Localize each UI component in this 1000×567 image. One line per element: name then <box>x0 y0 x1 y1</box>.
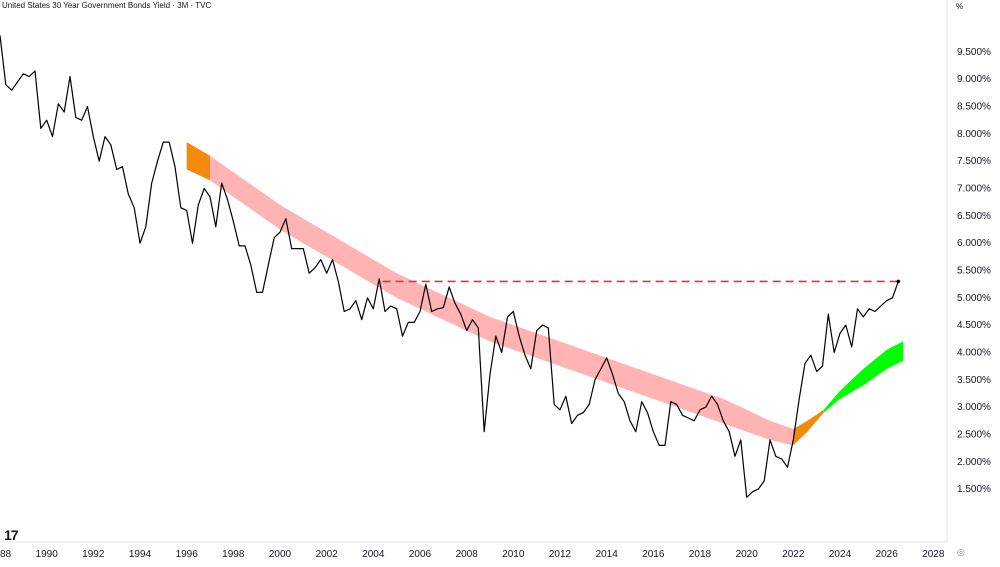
y-tick-label: 9.000% <box>957 74 991 85</box>
y-tick-label: 8.500% <box>957 102 991 113</box>
y-tick-label: 5.500% <box>957 266 991 277</box>
x-tick-label: 2000 <box>269 549 292 560</box>
green-band-projection <box>823 341 903 413</box>
x-tick-label: 2020 <box>736 549 759 560</box>
x-tick-label: 2006 <box>409 549 432 560</box>
x-tick-label: 2016 <box>642 549 665 560</box>
y-tick-label: 4.000% <box>957 348 991 359</box>
x-tick-label: 1990 <box>36 549 59 560</box>
y-tick-label: 9.500% <box>957 47 991 58</box>
y-tick-label: 3.500% <box>957 375 991 386</box>
y-tick-label: 7.500% <box>957 156 991 167</box>
x-tick-label: 2022 <box>782 549 805 560</box>
x-tick-label: 2004 <box>362 549 385 560</box>
x-tick-label: 1988 <box>0 549 12 560</box>
x-tick-label: 2028 <box>922 549 945 560</box>
y-tick-label: 1.500% <box>957 484 991 495</box>
gear-icon[interactable]: ◎ <box>957 547 965 557</box>
tradingview-logo[interactable]: 17 <box>4 527 19 543</box>
orange-band-transition <box>793 409 824 446</box>
y-tick-label: 2.000% <box>957 457 991 468</box>
y-tick-label: 7.000% <box>957 184 991 195</box>
channel-band <box>186 142 794 446</box>
last-value-dot <box>896 279 901 284</box>
x-tick-label: 2014 <box>596 549 619 560</box>
y-tick-label: 6.500% <box>957 211 991 222</box>
x-tick-label: 2026 <box>876 549 899 560</box>
y-tick-label: 2.500% <box>957 429 991 440</box>
orange-band-start <box>186 142 210 181</box>
x-tick-label: 1994 <box>129 549 152 560</box>
y-tick-label: 3.000% <box>957 402 991 413</box>
x-tick-label: 2010 <box>502 549 525 560</box>
x-tick-label: 2024 <box>829 549 852 560</box>
x-tick-label: 1996 <box>176 549 199 560</box>
x-axis-ticks: 1988 1990 1992 1994 1996 1998 2000 2002 2004 2006… <box>0 549 945 560</box>
y-axis-ticks: 1.500% 2.000% 2.500% 3.000% 3.500% 4.000% 4.50… <box>957 47 991 495</box>
y-tick-label: 6.000% <box>957 238 991 249</box>
bands-layer <box>186 142 903 446</box>
chart-title: United States 30 Year Government Bonds Y… <box>2 1 212 10</box>
x-tick-label: 1998 <box>222 549 245 560</box>
x-tick-label: 2012 <box>549 549 572 560</box>
y-tick-label: 5.000% <box>957 293 991 304</box>
x-tick-label: 2002 <box>316 549 339 560</box>
x-tick-label: 1992 <box>82 549 105 560</box>
x-tick-label: 2008 <box>456 549 479 560</box>
unit-label: % <box>956 2 964 11</box>
price-layer <box>0 35 901 498</box>
y-tick-label: 8.000% <box>957 129 991 140</box>
y-tick-label: 4.500% <box>957 320 991 331</box>
yield-line <box>0 35 899 498</box>
x-tick-label: 2018 <box>689 549 712 560</box>
